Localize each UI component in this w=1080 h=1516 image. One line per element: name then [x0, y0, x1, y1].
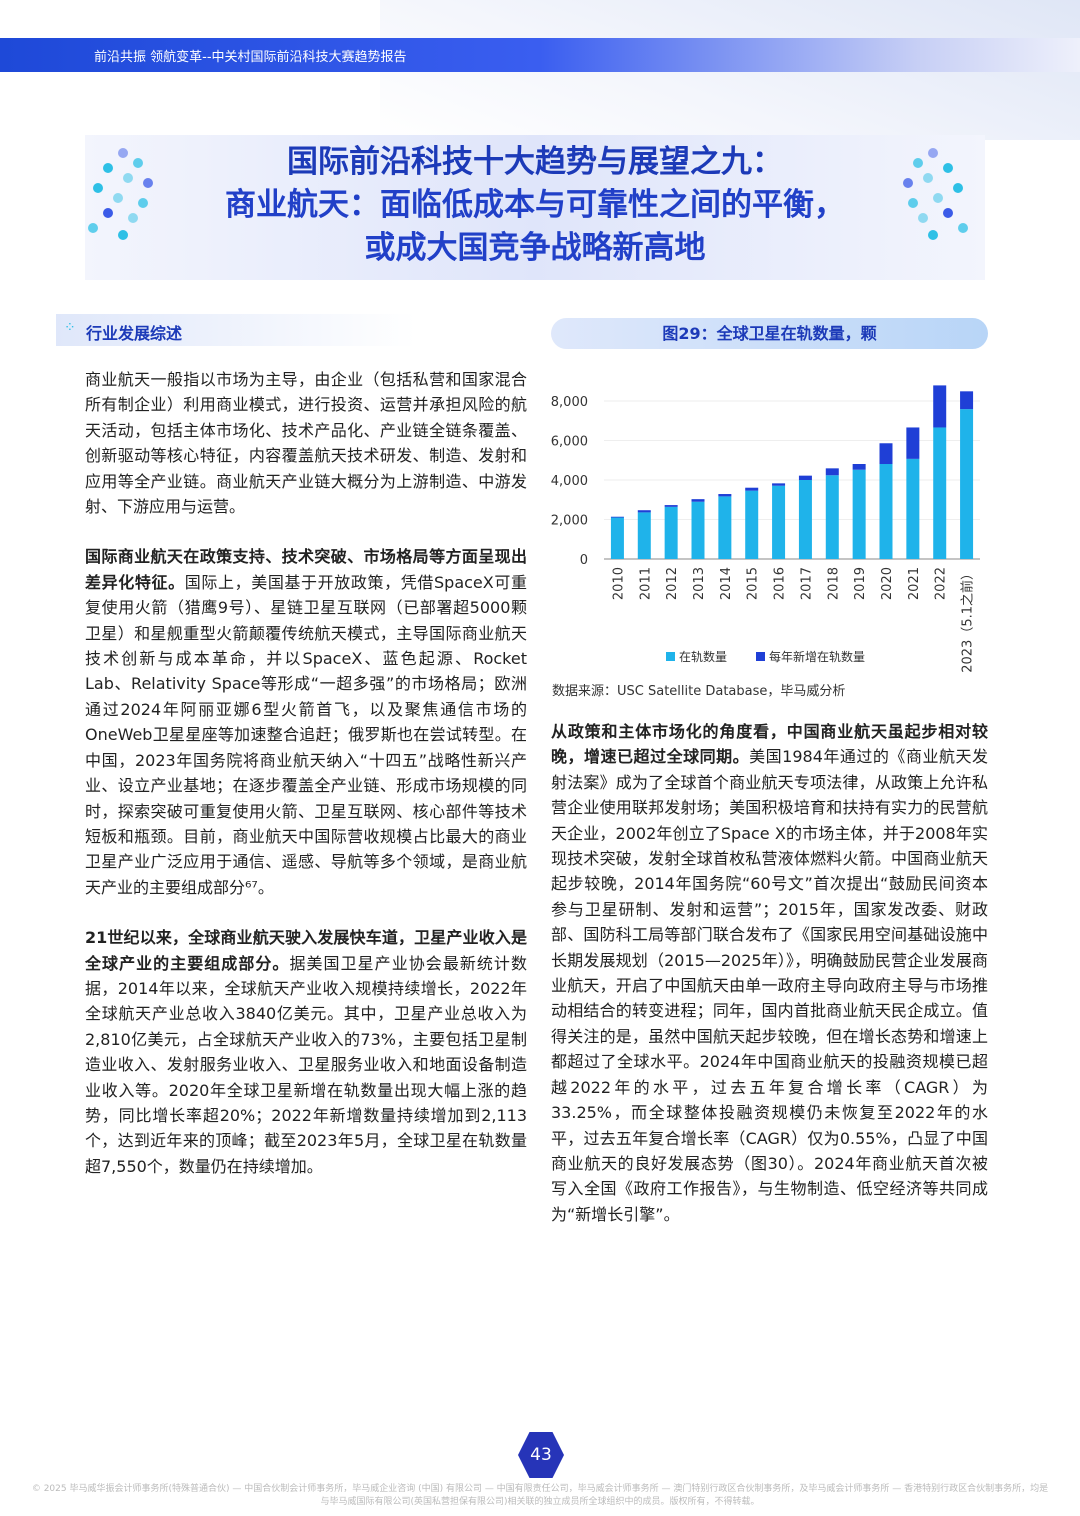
paragraph: 21世纪以来，全球商业航天驶入发展快车道，卫星产业收入是全球产业的主要组成部分。… [85, 925, 527, 1179]
paragraph: 国际商业航天在政策支持、技术突破、市场格局等方面呈现出差异化特征。国际上，美国基… [85, 544, 527, 900]
bar-in-orbit [772, 485, 786, 559]
chart-title: 图29：全球卫星在轨数量，颗 [551, 318, 988, 349]
bar-in-orbit [637, 512, 651, 559]
y-tick-label: 2,000 [551, 514, 588, 529]
y-tick-label: 6,000 [551, 435, 588, 450]
section-heading: ⁘ 行业发展综述 [56, 314, 416, 346]
legend-swatch [666, 652, 675, 661]
bar-new [691, 499, 705, 502]
bar-new [610, 516, 624, 518]
bar-in-orbit [852, 469, 866, 559]
y-tick-label: 0 [580, 553, 588, 568]
paragraph: 商业航天一般指以市场为主导，由企业（包括私营和国家混合所有制企业）利用商业模式，… [85, 367, 527, 519]
dots-decoration-left [88, 148, 158, 243]
satellite-bar-chart: 0 2,000 4,000 6,000 8,000 2010 2011 2012 2013 201… [551, 385, 980, 673]
bar-new [664, 505, 678, 507]
bar-in-orbit [933, 427, 947, 559]
bar-in-orbit [879, 464, 893, 559]
bar-in-orbit [825, 475, 839, 559]
x-tick-label: 2014 [719, 567, 734, 600]
running-title: 前沿共振 领航变革--中关村国际前沿科技大赛趋势报告 [94, 50, 407, 65]
bar-in-orbit [960, 409, 974, 559]
bar-in-orbit [691, 501, 705, 559]
x-tick-label: 2010 [611, 567, 626, 600]
bar-in-orbit [798, 480, 812, 559]
paragraph-lead: 国际商业航天在政策支持、技术突破、市场格局等方面呈现出差异化特征。 [85, 547, 527, 592]
x-tick-label: 2015 [746, 567, 761, 600]
bar-in-orbit [718, 496, 732, 559]
x-tick-label: 2021 [907, 567, 922, 600]
paragraph-body: 据美国卫星产业协会最新统计数据，2014年以来，全球航天产业收入规模持续增长，2… [85, 953, 527, 1176]
paragraph-body: 美国1984年通过的《商业航天发射法案》成为了全球首个商业航天专项法律，从政策上… [551, 747, 988, 1224]
bar-in-orbit [906, 458, 920, 559]
title-line-2: 商业航天：面临低成本与可靠性之间的平衡， [225, 187, 845, 223]
legend-label: 在轨数量 [679, 649, 727, 664]
dots-decoration-right [898, 148, 968, 243]
bar-new [718, 494, 732, 497]
x-tick-label: 2012 [665, 567, 680, 600]
chart-source: 数据来源：USC Satellite Database，毕马威分析 [552, 684, 846, 699]
bar-new [745, 487, 759, 491]
x-tick-label: 2018 [826, 567, 841, 600]
bar-new [637, 510, 651, 513]
copyright-footer: © 2025 毕马威华振会计师事务所(特殊普通合伙) — 中国合伙制会计师事务所… [31, 1484, 1049, 1507]
y-tick-label: 4,000 [551, 474, 588, 489]
x-tick-label: 2013 [692, 567, 707, 600]
bar-in-orbit [610, 517, 624, 559]
bar-new [933, 385, 947, 428]
y-tick-label: 8,000 [551, 395, 588, 410]
left-column-text: 商业航天一般指以市场为主导，由企业（包括私营和国家混合所有制企业）利用商业模式，… [85, 367, 527, 1204]
bar-new [772, 483, 786, 486]
x-tick-label: 2011 [638, 567, 653, 600]
page-number: 43 [518, 1432, 564, 1478]
title-line-1: 国际前沿科技十大趋势与展望之九： [287, 144, 783, 180]
legend-swatch [756, 652, 765, 661]
paragraph: 从政策和主体市场化的角度看，中国商业航天虽起步相对较晚，增速已超过全球同期。美国… [551, 719, 988, 1227]
right-column-text: 从政策和主体市场化的角度看，中国商业航天虽起步相对较晚，增速已超过全球同期。美国… [551, 719, 988, 1252]
legend-label: 每年新增在轨数量 [769, 649, 865, 664]
bar-new [825, 468, 839, 476]
bar-new [906, 427, 920, 459]
bar-new [960, 391, 974, 410]
x-tick-label: 2023（5.1之前） [960, 567, 976, 673]
x-tick-label: 2022 [934, 567, 949, 600]
paragraph-body: 国际上，美国基于开放政策，凭借SpaceX可重复使用火箭（猎鹰9号）、星链卫星互… [85, 572, 527, 897]
x-tick-label: 2017 [799, 567, 814, 600]
title-line-3: 或成大国竞争战略新高地 [364, 230, 706, 266]
bar-in-orbit [664, 506, 678, 559]
page-title: 国际前沿科技十大趋势与展望之九： 商业航天：面临低成本与可靠性之间的平衡， 或成… [85, 135, 985, 280]
paragraph-lead: 21世纪以来，全球商业航天驶入发展快车道，卫星产业收入是全球产业的主要组成部分。 [85, 928, 527, 973]
bar-new [879, 443, 893, 465]
dots-icon: ⁘ [64, 320, 76, 336]
bar-new [852, 464, 866, 470]
paragraph-lead: 从政策和主体市场化的角度看，中国商业航天虽起步相对较晚，增速已超过全球同期。 [551, 722, 988, 767]
paragraph-body: 商业航天一般指以市场为主导，由企业（包括私营和国家混合所有制企业）利用商业模式，… [85, 370, 527, 517]
running-header: 前沿共振 领航变革--中关村国际前沿科技大赛趋势报告 [0, 38, 1080, 72]
x-tick-label: 2020 [880, 567, 895, 600]
bar-new [798, 475, 812, 480]
x-tick-label: 2016 [773, 567, 788, 600]
bar-in-orbit [745, 490, 759, 559]
x-tick-label: 2019 [853, 567, 868, 600]
